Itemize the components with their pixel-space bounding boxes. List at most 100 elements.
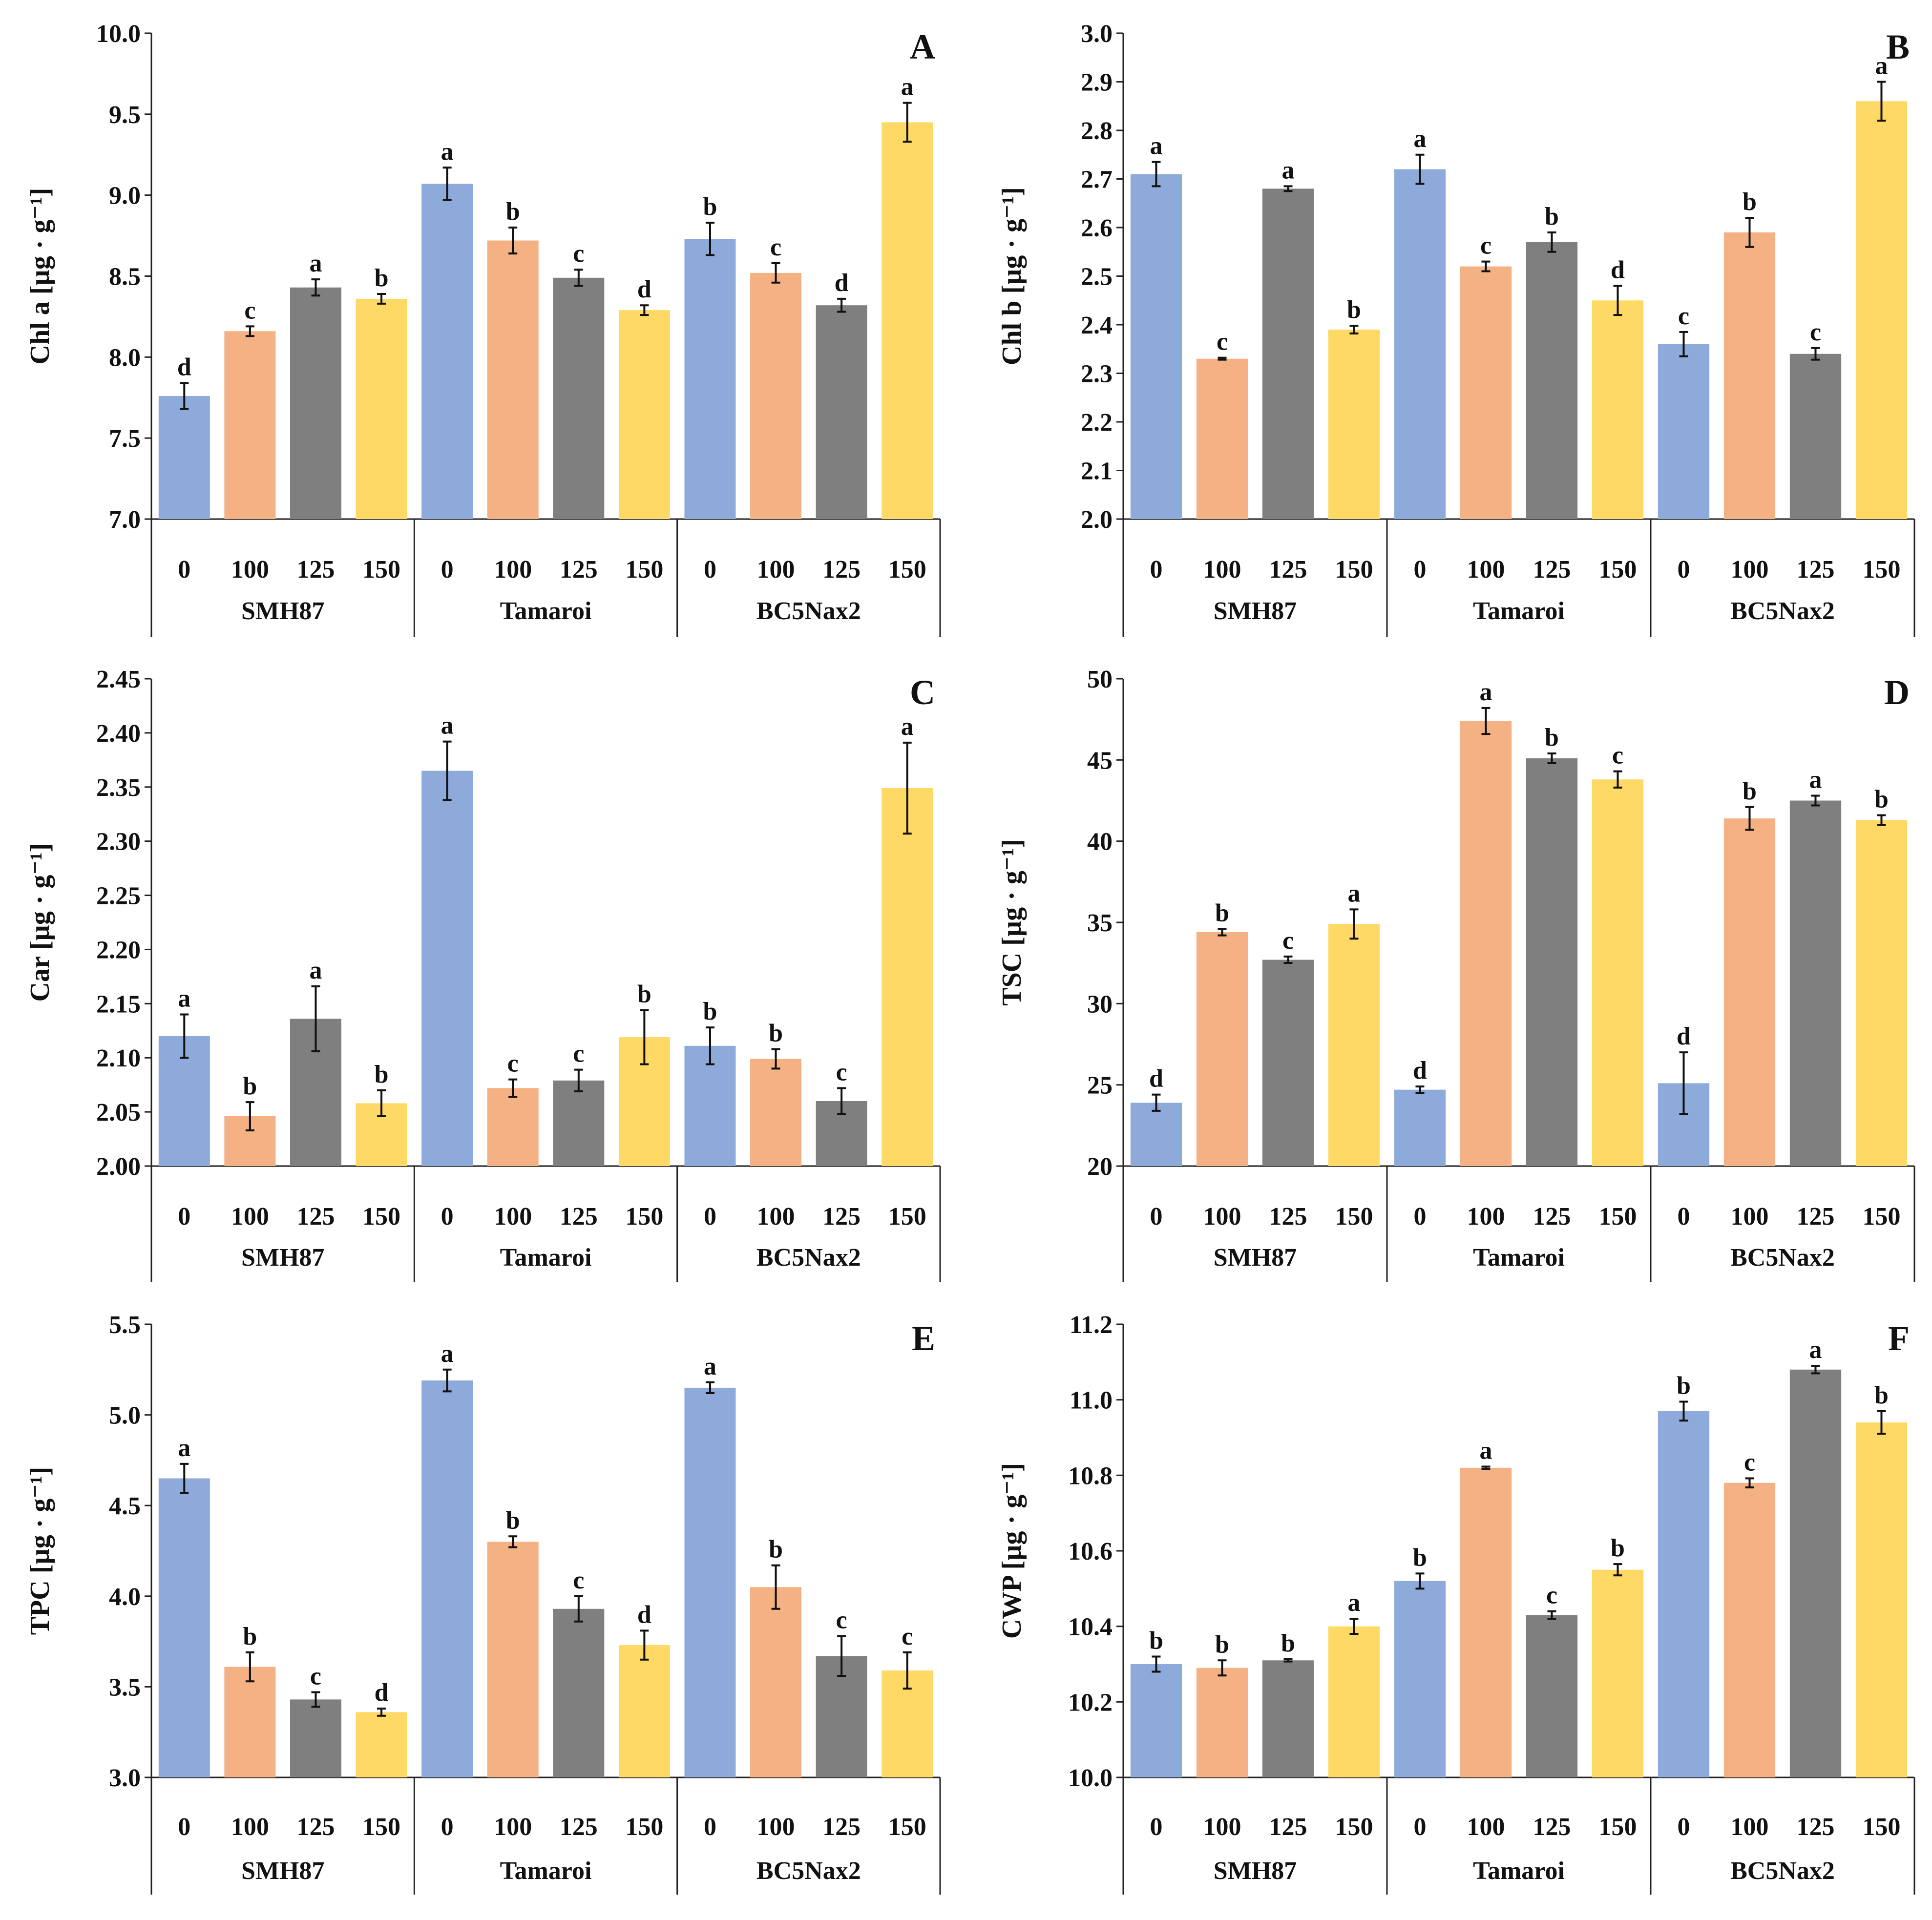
significance-letter: c	[1678, 302, 1689, 330]
significance-letter: a	[901, 713, 914, 741]
bar	[1394, 1581, 1446, 1777]
significance-letter: a	[901, 73, 914, 101]
panel-letter: D	[1884, 673, 1910, 712]
bar	[1723, 818, 1776, 1166]
group-label: SMH87	[1214, 1857, 1297, 1885]
y-tick-label: 40	[1087, 828, 1113, 856]
bar	[1328, 329, 1380, 519]
y-tick-label: 2.0	[1081, 506, 1113, 534]
bar	[1592, 300, 1644, 519]
x-category-label: 125	[1797, 556, 1835, 584]
x-category-label: 150	[1863, 1813, 1901, 1841]
significance-letter: b	[506, 1506, 520, 1534]
significance-letter: b	[1545, 724, 1559, 751]
significance-letter: c	[507, 1050, 519, 1078]
y-tick-label: 45	[1087, 747, 1113, 774]
group-label: BC5Nax2	[756, 1857, 861, 1885]
bar	[158, 1478, 210, 1777]
group-label: BC5Nax2	[1730, 1857, 1835, 1885]
significance-letter: d	[1611, 256, 1625, 284]
significance-letter: b	[769, 1536, 783, 1564]
significance-letter: a	[1348, 1589, 1361, 1617]
y-tick-label: 2.15	[96, 990, 141, 1018]
group-label: SMH87	[1214, 1244, 1297, 1272]
bar	[1328, 924, 1380, 1166]
x-category-label: 100	[1203, 1203, 1241, 1231]
x-category-label: 125	[822, 1203, 861, 1231]
significance-letter: d	[835, 269, 849, 297]
y-axis-label: Car [µg · g⁻¹]	[25, 843, 55, 1002]
bar	[553, 1608, 605, 1777]
significance-letter: c	[573, 240, 584, 268]
bar	[1723, 1482, 1776, 1777]
bar	[1262, 188, 1314, 519]
significance-letter: b	[243, 1623, 257, 1650]
y-tick-label: 2.3	[1081, 360, 1113, 388]
x-category-label: 150	[1599, 1813, 1637, 1841]
group-label: Tamaroi	[1473, 1244, 1565, 1272]
y-tick-label: 8.0	[109, 344, 141, 372]
group-label: BC5Nax2	[756, 1244, 861, 1272]
bar	[290, 287, 341, 519]
x-category-label: 0	[441, 556, 454, 584]
bar	[1262, 1660, 1314, 1777]
y-axis-label: CWP [µg · g⁻¹]	[997, 1463, 1027, 1639]
significance-letter: c	[1612, 742, 1623, 770]
y-tick-label: 2.00	[96, 1153, 141, 1181]
group-label: SMH87	[241, 597, 324, 625]
bar	[553, 1080, 605, 1166]
bar	[1460, 721, 1512, 1166]
x-category-label: 150	[1599, 556, 1637, 584]
significance-letter: b	[1545, 203, 1559, 230]
group-label: BC5Nax2	[1730, 597, 1835, 625]
y-tick-label: 2.2	[1081, 409, 1113, 437]
x-category-label: 100	[1203, 556, 1241, 584]
x-category-label: 150	[1335, 1203, 1373, 1231]
bar	[487, 1542, 539, 1777]
x-category-label: 0	[704, 1203, 716, 1231]
y-tick-label: 4.5	[109, 1492, 141, 1520]
panel-c: 2.00 2.05 2.10 2.15 2.20 2.25 2.30 2.35 2.40 2.45…	[25, 666, 941, 1282]
significance-letter: c	[1480, 232, 1491, 260]
significance-letter: a	[1282, 156, 1295, 184]
y-tick-label: 2.20	[96, 936, 141, 964]
significance-letter: d	[637, 1601, 651, 1628]
x-category-label: 100	[757, 1203, 795, 1231]
x-category-label: 100	[757, 1813, 795, 1841]
x-category-label: 100	[1731, 1203, 1769, 1231]
x-category-label: 100	[231, 1813, 269, 1841]
group-label: SMH87	[241, 1244, 324, 1272]
bar	[1789, 354, 1842, 519]
x-category-label: 125	[560, 1813, 598, 1841]
x-category-label: 125	[822, 556, 861, 584]
significance-letter: b	[1743, 777, 1757, 805]
panel-letter: C	[910, 673, 935, 712]
y-tick-label: 5.0	[109, 1402, 141, 1430]
group-label: BC5Nax2	[756, 597, 861, 625]
significance-letter: b	[1281, 1629, 1295, 1657]
x-category-label: 100	[231, 1203, 269, 1231]
x-category-label: 100	[494, 1203, 532, 1231]
group-label: SMH87	[241, 1857, 324, 1885]
panel-letter: A	[910, 27, 935, 66]
y-tick-label: 2.45	[96, 666, 141, 693]
panel-letter: B	[1886, 27, 1910, 66]
y-tick-label: 10.8	[1068, 1462, 1113, 1490]
x-category-label: 150	[888, 1203, 926, 1231]
bar	[1526, 242, 1578, 520]
significance-letter: c	[573, 1566, 584, 1594]
significance-letter: c	[1744, 1449, 1755, 1477]
y-tick-label: 4.0	[109, 1583, 141, 1611]
x-category-label: 0	[1678, 1813, 1690, 1841]
x-category-label: 150	[1335, 556, 1373, 584]
panel-e: 3.0 3.5 4.0 4.5 5.0 5.5 TPC [µg · g⁻¹] Ea 0 b 100 c…	[25, 1311, 941, 1895]
bar	[750, 272, 802, 519]
panel-d: 20 25 30 35 40 45 50 TSC [µg · g⁻¹] Dd 0 b 100 c 125 a…	[997, 666, 1915, 1282]
bar	[224, 1667, 276, 1777]
bar	[1196, 358, 1248, 519]
significance-letter: a	[178, 1434, 190, 1462]
y-tick-label: 2.5	[1081, 263, 1113, 291]
y-axis-label: Chl b [µg · g⁻¹]	[997, 187, 1027, 365]
significance-letter: c	[1546, 1582, 1557, 1609]
bar	[421, 771, 473, 1166]
